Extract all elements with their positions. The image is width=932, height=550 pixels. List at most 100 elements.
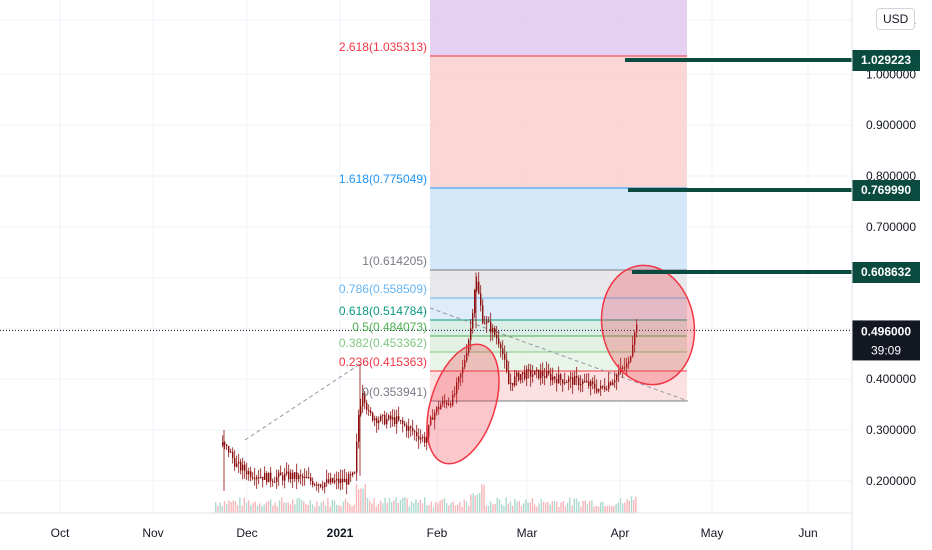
grid-lines [0,0,852,513]
candle-body [588,381,590,386]
candle-body [570,377,572,379]
currency-button[interactable]: USD [876,8,916,30]
volume-bar [461,506,463,513]
time-axis[interactable]: Oct Nov Dec 2021 Feb Mar Apr May Jun [0,0,853,550]
volume-bar [567,502,569,513]
time-tick-label: 2021 [327,526,354,540]
candle-body [458,377,460,383]
candle-body [358,415,360,442]
volume-bar [448,505,450,513]
candle-body [622,367,624,369]
volume-bar [406,498,408,513]
volume-bar [287,502,289,513]
target-line-0[interactable] [625,58,852,62]
candle-body [460,373,462,378]
candle-body [518,372,520,381]
candle-body [542,371,544,377]
candle-body [418,436,420,440]
volume-bar [591,500,593,513]
volume-bar [485,506,487,513]
candle-body [272,481,274,483]
candle-body [496,334,498,339]
volume-bar [243,497,245,513]
volume-bar [331,499,333,513]
candle-body [250,471,252,478]
target-price-badge-2[interactable] [852,262,920,283]
volume-bar [617,502,619,513]
candle-body [228,446,230,453]
volume-bar [294,504,296,513]
volume-bar [391,502,393,513]
target-price-badge-1[interactable] [852,180,920,201]
volume-bar [562,500,564,513]
target-lines[interactable] [625,58,852,274]
trend-line-dashed[interactable] [244,363,361,441]
volume-bar [439,500,441,513]
candle-body [224,442,226,445]
candle-body [462,367,464,374]
candle-body [324,482,326,488]
highlight-circle-feb[interactable] [413,335,512,473]
volume-bar [250,505,252,513]
candle-body [368,410,370,412]
fib-band-6 [430,336,687,352]
volume-bar [239,497,241,513]
target-price-badge-0[interactable] [852,50,920,71]
candle-body [520,374,522,381]
target-price-badge-label: 0.769990 [861,183,911,197]
fib-level-label: 0.5(0.484073) [352,320,427,334]
volume-bar [382,503,384,513]
fibonacci-level-labels: 2.618(1.035313) 1.618(0.775049) 1(0.614205… [339,40,427,399]
target-line-2[interactable] [632,270,852,274]
candle-body [334,480,336,483]
candle-body [336,478,338,481]
candle-body [428,424,430,437]
volume-bar [318,506,320,513]
volume-bar [256,505,259,513]
volume-bar [553,501,556,513]
volume-bar [542,501,545,513]
candle-body [546,371,548,378]
annotations[interactable] [413,258,703,473]
volume-bar [459,501,461,513]
volume-bar [571,505,573,513]
candle-body [530,369,532,377]
time-tick-label: Nov [142,526,163,540]
volume-bar [234,501,237,513]
volume-bar [380,500,382,513]
price-axis[interactable]: 0.2000000.3000000.4000000.5000000.600000… [852,13,920,488]
candle-body [480,293,482,306]
candle-body [390,415,392,420]
candle-body [410,426,412,429]
highlight-circle-apr[interactable] [592,258,703,392]
volume-bar [278,500,281,513]
current-price-badge[interactable] [852,320,920,361]
candle-body [274,481,276,483]
volume-bar [560,502,562,513]
candle-body [424,436,426,443]
fib-level-label: 0.786(0.558509) [339,282,427,296]
price-tick-label: 0.700000 [866,220,916,234]
candle-body [292,472,294,479]
volume-bar [399,499,402,513]
volume-bar [443,497,446,513]
candle-body [506,359,508,372]
fibonacci-extension[interactable] [0,0,852,441]
volume-bar [604,506,606,513]
candle-body [442,401,444,405]
candle-body [396,416,398,424]
target-line-1[interactable] [628,188,852,192]
volume-bar [556,502,558,513]
candle-body [578,377,580,386]
candle-body [236,463,238,467]
volume-bar [217,505,219,513]
volume-bar [492,504,494,513]
volume-bar [536,506,538,513]
candle-countdown-label: 39:09 [871,343,901,357]
candle-body [606,389,608,391]
volume-bar [314,506,316,513]
candle-body [584,381,586,383]
volume-bar [274,502,276,513]
candle-body [610,382,612,385]
